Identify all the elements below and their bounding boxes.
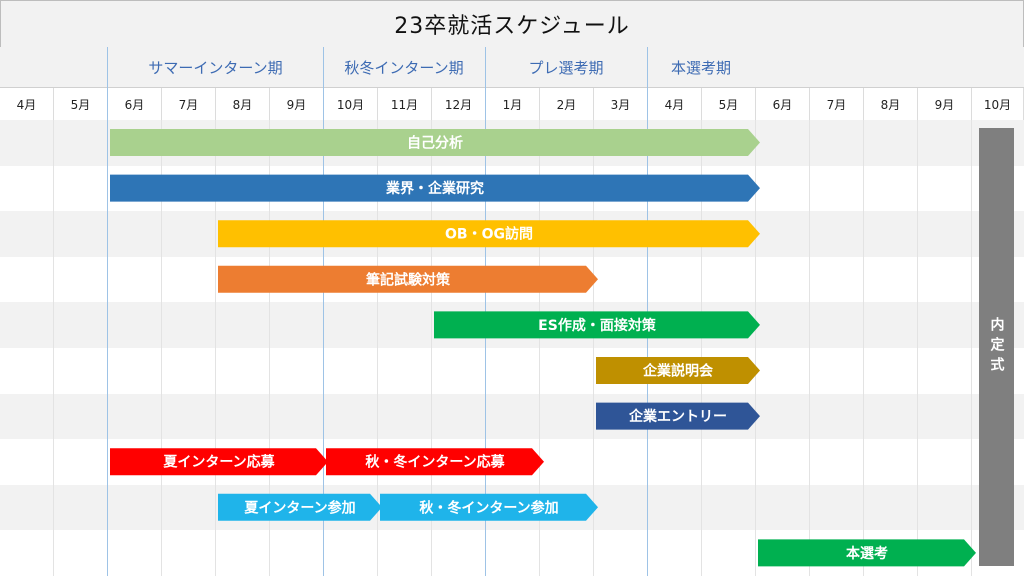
task-bar-label: 企業説明会 xyxy=(642,363,714,380)
task-bar-label: 企業エントリー xyxy=(628,408,727,425)
row-band xyxy=(0,393,1024,440)
task-bar-label: 本選考 xyxy=(846,545,888,562)
naitei-ceremony-bar: 内定式 xyxy=(979,128,1014,566)
month-gridline xyxy=(215,120,216,576)
phase-pre-selection: プレ選考期 xyxy=(528,58,604,77)
month-gridline xyxy=(917,120,918,576)
phase-main-selection: 本選考期 xyxy=(670,58,731,77)
month-label: 8月 xyxy=(216,88,270,120)
month-label: 4月 xyxy=(0,88,54,120)
month-label: 7月 xyxy=(162,88,216,120)
month-gridline xyxy=(431,120,432,576)
month-label: 7月 xyxy=(810,88,864,120)
row-band xyxy=(0,348,1024,394)
chart-title: 23卒就活スケジュール xyxy=(0,0,1024,48)
month-gridline xyxy=(863,120,864,576)
task-bar xyxy=(326,448,544,476)
task-bar xyxy=(110,129,760,156)
month-gridline xyxy=(377,120,378,576)
task-bar xyxy=(218,220,760,248)
month-label: 11月 xyxy=(378,88,432,120)
task-bar xyxy=(596,402,760,430)
month-gridline xyxy=(701,120,702,576)
phase-autumn-winter-intern: 秋冬インターン期 xyxy=(344,58,464,77)
month-label: 2月 xyxy=(540,88,594,120)
task-bar xyxy=(434,311,760,339)
month-gridline xyxy=(971,120,972,576)
phase-boundary-line xyxy=(107,47,108,576)
task-bar-label: ES作成・面接対策 xyxy=(538,317,657,334)
phase-header-row: サマーインターン期 秋冬インターン期 プレ選考期 本選考期 xyxy=(0,47,1024,88)
month-gridline xyxy=(755,120,756,576)
month-gridline xyxy=(809,120,810,576)
month-label: 6月 xyxy=(108,88,162,120)
task-bar xyxy=(218,493,382,521)
month-label: 10月 xyxy=(324,88,378,120)
task-bar-label: 夏インターン参加 xyxy=(244,499,355,516)
month-label: 4月 xyxy=(648,88,702,120)
task-bar-label: 夏インターン応募 xyxy=(163,454,275,471)
task-bar xyxy=(110,174,760,202)
task-bar xyxy=(758,539,976,567)
month-label: 5月 xyxy=(702,88,756,120)
task-bar-label: 秋・冬インターン応募 xyxy=(365,454,505,471)
task-bar-label: OB・OG訪問 xyxy=(445,226,533,243)
task-bar-label: 自己分析 xyxy=(407,135,463,152)
month-label: 6月 xyxy=(756,88,810,120)
month-gridline xyxy=(53,120,54,576)
month-label: 8月 xyxy=(864,88,918,120)
task-bar xyxy=(596,357,760,384)
task-bar xyxy=(110,448,328,476)
month-gridline xyxy=(269,120,270,576)
task-bar-label: 秋・冬インターン参加 xyxy=(419,499,558,516)
phase-summer-intern: サマーインターン期 xyxy=(148,58,283,77)
month-label: 9月 xyxy=(918,88,972,120)
month-gridline xyxy=(593,120,594,576)
month-label: 1月 xyxy=(486,88,540,120)
task-bar-label: 業界・企業研究 xyxy=(385,180,484,197)
task-bar xyxy=(218,265,598,293)
month-gridline xyxy=(539,120,540,576)
task-bar-label: 筆記試験対策 xyxy=(366,271,451,288)
task-bar xyxy=(380,493,598,521)
phase-boundary-line xyxy=(323,47,324,576)
month-gridline xyxy=(161,120,162,576)
